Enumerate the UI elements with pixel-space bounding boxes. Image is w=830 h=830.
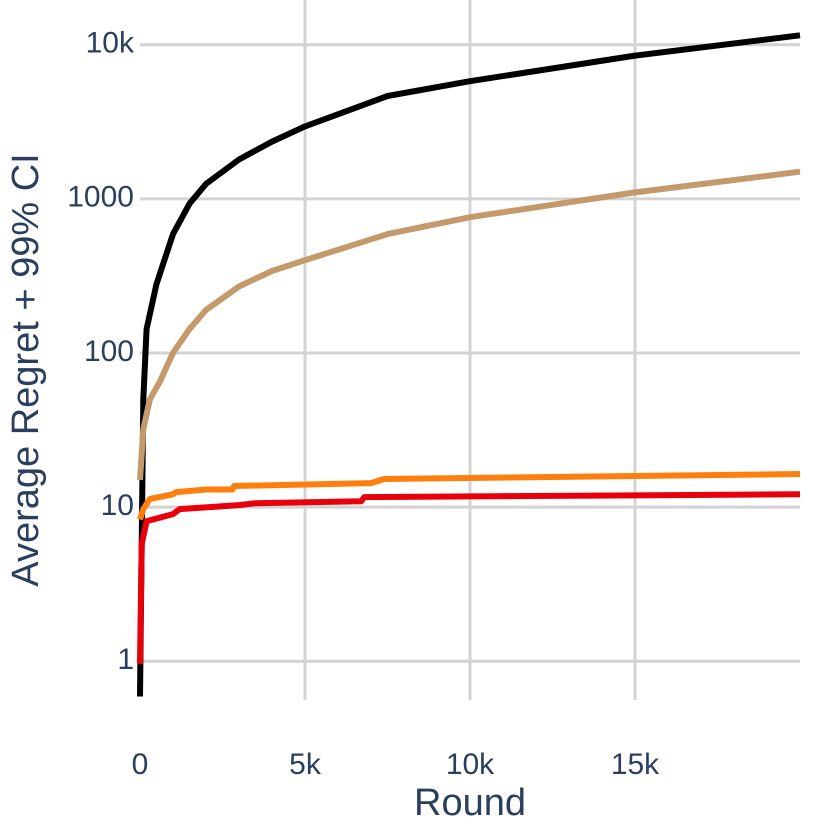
series-line <box>137 471 801 521</box>
y-tick-label: 10k <box>86 27 135 60</box>
x-tick-label: 0 <box>132 748 149 781</box>
lines <box>137 32 801 697</box>
x-axis-title: Round <box>414 782 526 824</box>
series-line <box>137 491 801 664</box>
grid <box>140 0 800 700</box>
x-tick-label: 5k <box>289 748 322 781</box>
y-tick-label: 1 <box>117 643 134 676</box>
x-tick-label: 10k <box>446 748 495 781</box>
y-tick-label: 1000 <box>67 181 134 214</box>
series-line <box>137 32 801 697</box>
y-tick-label: 10 <box>101 489 134 522</box>
series-line <box>137 168 801 481</box>
y-tick-label: 100 <box>84 335 134 368</box>
y-axis-title: Average Regret + 99% CI <box>5 153 47 586</box>
x-tick-label: 15k <box>611 748 660 781</box>
